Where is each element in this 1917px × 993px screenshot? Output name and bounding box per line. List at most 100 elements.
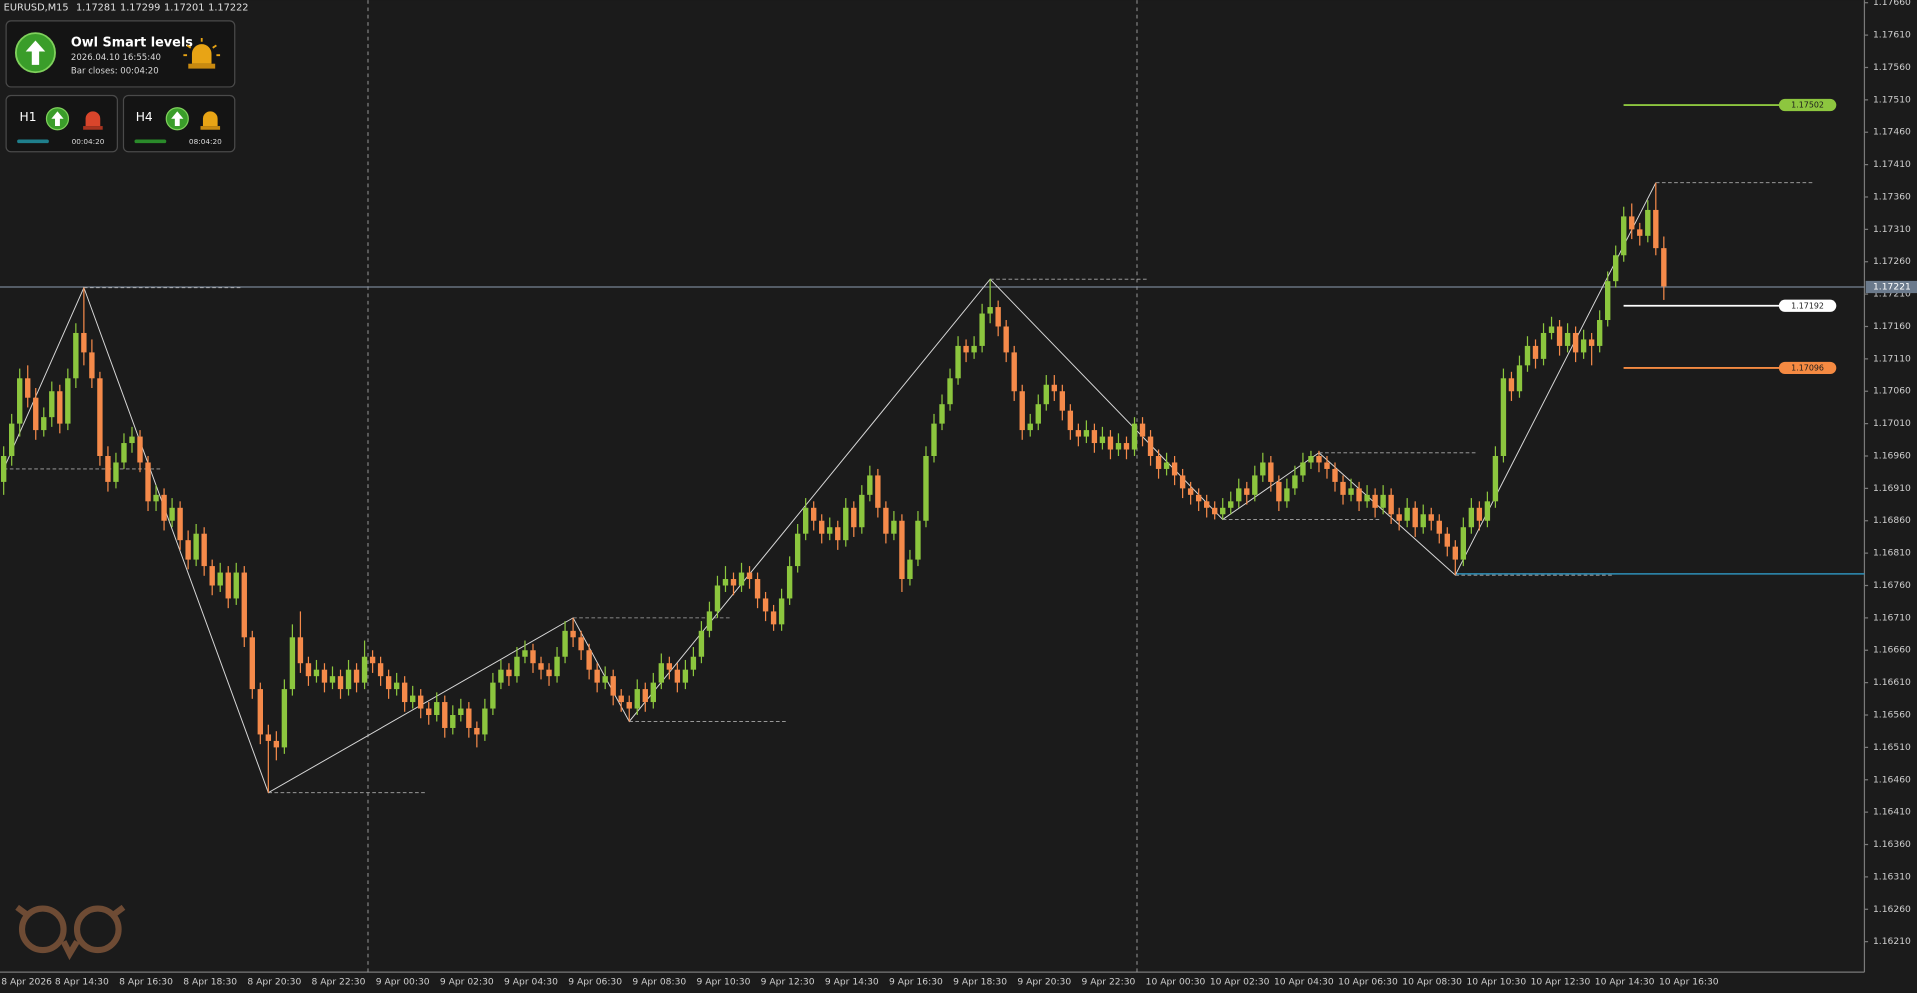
candle-body — [987, 307, 993, 314]
x-tick-label: 10 Apr 16:30 — [1659, 976, 1719, 987]
candle-body — [1508, 378, 1515, 392]
y-tick-label: 1.16960 — [1873, 450, 1911, 461]
y-tick-label: 1.17160 — [1873, 321, 1911, 332]
candle-body — [161, 494, 167, 521]
candle-body — [57, 391, 63, 424]
y-tick-label: 1.17460 — [1873, 127, 1911, 138]
candle-body — [1195, 494, 1202, 502]
candle-body — [1091, 430, 1098, 444]
candle-body — [426, 708, 432, 716]
candle-body — [1139, 423, 1146, 437]
candle-body — [1236, 488, 1242, 502]
x-tick-label: 8 Apr 22:30 — [312, 976, 366, 987]
x-tick-label: 9 Apr 06:30 — [568, 976, 622, 987]
candle-body — [313, 669, 320, 677]
candle-body — [554, 656, 560, 677]
widget-bar-closes: Bar closes: 00:04:20 — [71, 67, 159, 77]
up-arrow — [171, 111, 184, 127]
candle-body — [690, 656, 697, 670]
x-tick-label: 9 Apr 22:30 — [1081, 976, 1135, 987]
x-tick-label: 8 Apr 20:30 — [247, 976, 301, 987]
candle-body — [498, 669, 504, 683]
candle-body — [1332, 468, 1338, 482]
candle-body — [1613, 255, 1619, 282]
candle-body — [1324, 462, 1330, 469]
y-tick-label: 1.17610 — [1873, 30, 1911, 41]
candle-body — [113, 462, 119, 482]
candle-body — [618, 695, 624, 703]
candle-body — [546, 669, 552, 677]
candle-body — [578, 637, 584, 651]
candle-body — [8, 423, 15, 456]
candle-body — [1452, 546, 1458, 560]
candle-body — [1412, 507, 1418, 528]
candle-body — [770, 611, 777, 625]
panel-timer: 08:04:20 — [189, 137, 222, 146]
candle-body — [1468, 507, 1475, 528]
y-tick-label: 1.16710 — [1873, 612, 1911, 623]
candle-body — [17, 378, 23, 424]
candle-body — [835, 527, 841, 541]
candle-body — [1099, 436, 1106, 444]
y-tick-label: 1.16560 — [1873, 710, 1911, 721]
candle-body — [410, 695, 416, 703]
header-open: 1.17281 — [76, 2, 116, 13]
owl-widget: Owl Smart levels 2026.04.10 16:55:40 Bar… — [5, 20, 236, 153]
widget-title: Owl Smart levels — [71, 35, 193, 50]
level-label: 1.17502 — [1791, 101, 1824, 110]
candle-body — [450, 715, 456, 728]
candle-body — [105, 455, 111, 482]
x-tick-label: 9 Apr 20:30 — [1017, 976, 1071, 987]
x-tick-label: 8 Apr 18:30 — [183, 976, 237, 987]
candle-body — [1492, 455, 1499, 502]
candle-body — [819, 520, 825, 534]
candle-body — [1203, 501, 1210, 508]
candle-body — [153, 494, 159, 502]
candle-body — [811, 507, 817, 521]
candle-body — [602, 676, 608, 683]
candle-body — [626, 702, 632, 709]
candle-body — [1420, 514, 1426, 528]
symbol: EURUSD,M15 — [4, 2, 69, 13]
alarm-icon — [191, 44, 212, 64]
candle-body — [530, 650, 536, 664]
header-low: 1.17201 — [164, 2, 204, 13]
candle-body — [1436, 520, 1442, 534]
y-tick-label: 1.16660 — [1873, 645, 1911, 656]
x-tick-label: 10 Apr 06:30 — [1338, 976, 1398, 987]
candle-body — [538, 663, 544, 670]
candle-body — [1019, 391, 1025, 431]
y-tick-label: 1.16210 — [1873, 936, 1911, 947]
y-tick-label: 1.17010 — [1873, 418, 1911, 429]
candle-body — [177, 507, 183, 541]
candle-body — [1404, 507, 1410, 521]
candle-body — [490, 682, 496, 709]
candle-body — [1556, 326, 1563, 346]
candle-body — [1268, 462, 1274, 482]
alarm-base — [188, 63, 216, 69]
candle-body — [289, 637, 296, 690]
current-price-box — [1865, 280, 1917, 294]
candle-body — [345, 669, 352, 690]
candle-body — [1027, 423, 1033, 431]
candle-body — [915, 520, 921, 560]
up-arrow — [51, 111, 64, 127]
candle-body — [963, 345, 969, 353]
candle-body — [594, 669, 600, 683]
candle-body — [193, 533, 199, 560]
header-close: 1.17222 — [208, 2, 248, 13]
x-tick-label: 8 Apr 16:30 — [119, 976, 173, 987]
candle-body — [1171, 462, 1178, 476]
candle-body — [1051, 384, 1057, 392]
candle-body — [1059, 391, 1066, 411]
candle-body — [802, 507, 809, 534]
candle-body — [586, 650, 592, 670]
y-tick-label: 1.17110 — [1873, 353, 1911, 364]
candle-body — [907, 559, 913, 580]
zigzag — [3, 182, 1657, 794]
candle-body — [25, 378, 31, 398]
candle-body — [658, 663, 665, 683]
candle-body — [257, 689, 264, 735]
